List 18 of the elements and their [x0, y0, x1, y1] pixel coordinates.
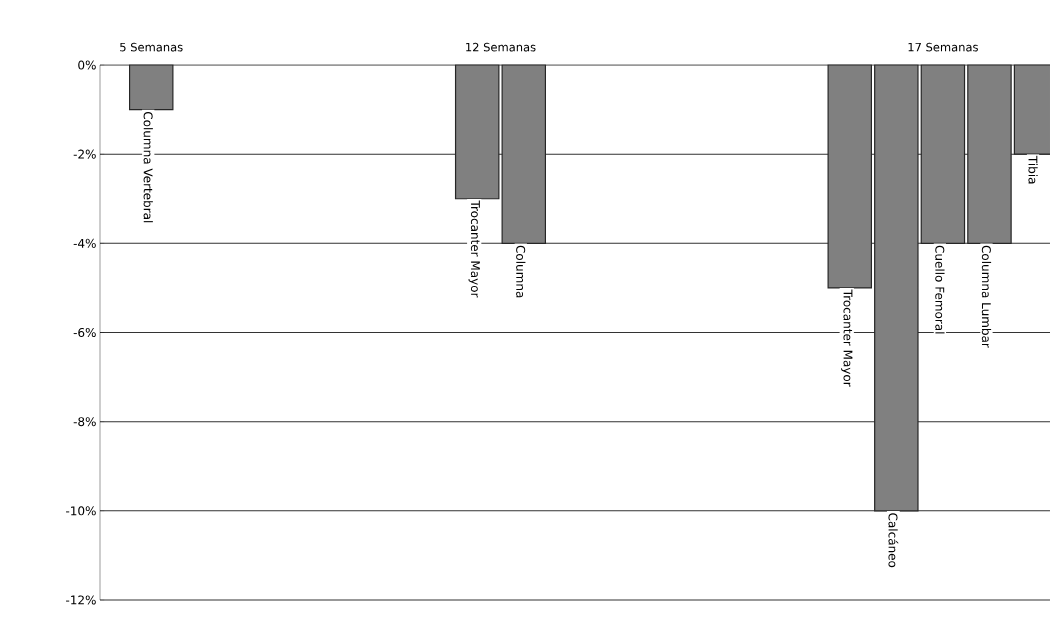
y-tick-label: -12% — [66, 595, 96, 605]
x-tick-label: Calcáneo — [888, 513, 899, 568]
x-tick-label: Cuello Femoral — [935, 245, 945, 334]
x-tick-label: Columna Lumbar — [981, 245, 992, 348]
text: 17 Semanas — [908, 42, 978, 52]
text: 12 Semanas — [466, 42, 536, 52]
x-tick-label: Tibia — [1028, 155, 1038, 184]
y-tick-label: -2% — [73, 149, 96, 159]
x-tick-label: Trocanter Mayor — [468, 200, 480, 298]
y-tick-label: -4% — [73, 238, 96, 248]
y-tick-label: 0% — [78, 60, 96, 70]
x-tick-label: Columna — [516, 245, 526, 298]
x-tick-label: Trocanter Mayor — [841, 289, 853, 387]
text: 5 Semanas — [120, 42, 183, 52]
y-tick-label: -6% — [73, 327, 96, 338]
x-tick-label: Columna Vertebral — [143, 111, 153, 223]
y-tick-label: -10% — [66, 506, 96, 516]
y-tick-label: -8% — [73, 417, 96, 427]
